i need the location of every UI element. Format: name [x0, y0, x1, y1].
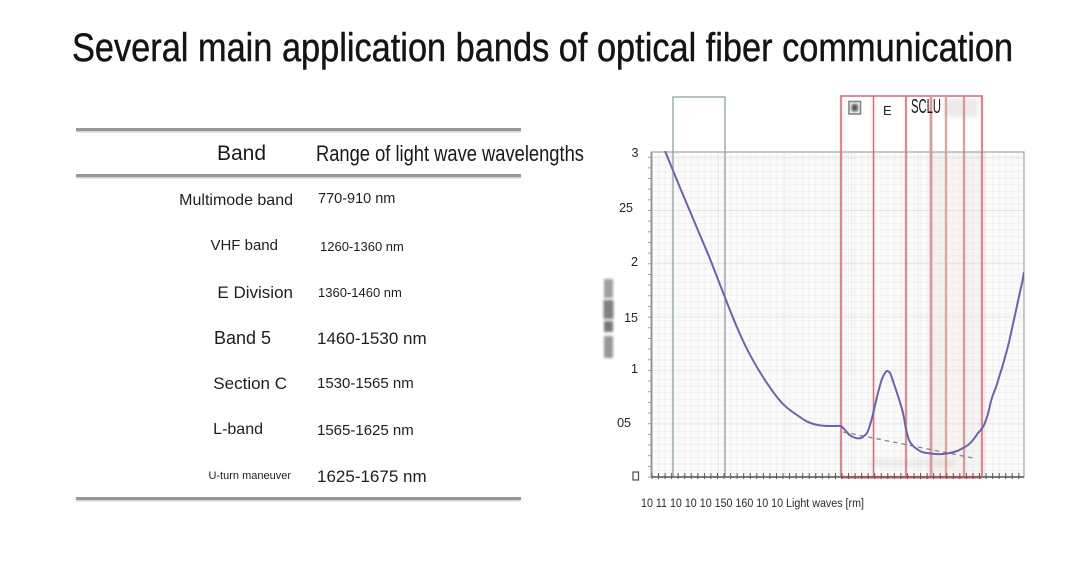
svg-text:1: 1	[631, 362, 638, 376]
svg-text:3: 3	[632, 146, 639, 160]
svg-text:15: 15	[624, 311, 638, 325]
svg-text:2: 2	[631, 255, 638, 269]
svg-text:E: E	[883, 103, 892, 118]
svg-text:10 11 10 10 10 150 160 10 10 L: 10 11 10 10 10 150 160 10 10 Light waves…	[641, 498, 864, 510]
svg-text:05: 05	[617, 416, 631, 430]
svg-text:25: 25	[619, 201, 633, 215]
svg-text:SCLU: SCLU	[911, 96, 941, 118]
